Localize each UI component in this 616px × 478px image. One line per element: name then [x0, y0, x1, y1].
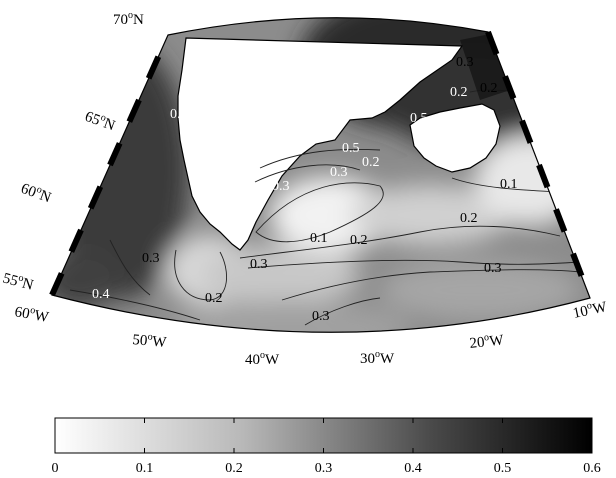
frame-dash	[107, 142, 123, 167]
colorbar-gradient	[54, 417, 593, 454]
greenland-landmass	[177, 37, 464, 251]
contour-label: 0.2	[450, 85, 468, 100]
frame-dash	[87, 185, 104, 210]
lat-label-60: 60oN	[19, 179, 54, 207]
contour-label: 0.2	[362, 155, 380, 170]
contour-labels: 0.5 0.5 0.5 0.3 0.2 0.3 0.2 0.1 0.2 0.1 0.2 0.3 0.3 0…	[92, 55, 518, 324]
contour-label: 0.5	[342, 141, 360, 156]
lon-label-30w: 30oW	[360, 349, 395, 367]
contour-label: 0.3	[142, 251, 160, 266]
lon-label-10w: 10oW	[571, 297, 609, 322]
lat-label-55: 55oN	[1, 268, 36, 293]
latitude-labels: 70oN 65oN 60oN 55oN	[1, 10, 144, 294]
frame-tick-marks	[49, 30, 585, 297]
lat-label-70: 70oN	[113, 10, 144, 28]
lon-label-20w: 20oW	[469, 330, 506, 352]
field-shading	[52, 17, 590, 333]
frame-dash	[68, 228, 84, 253]
iceland-landmass	[409, 103, 501, 173]
lat-label-65: 65oN	[83, 107, 118, 135]
map-frame	[51, 17, 591, 333]
contour-label: 0.2	[480, 81, 498, 96]
contour-label: 0.4	[92, 287, 110, 302]
colorbar-tick-label: 0.4	[404, 461, 422, 476]
lon-label-60w: 60oW	[13, 302, 51, 326]
frame-dash	[553, 208, 568, 233]
contour-label: 0.3	[484, 261, 502, 276]
contour-lines	[69, 89, 581, 326]
contour-label: 0.2	[460, 211, 478, 226]
contour-label: 0.2	[350, 233, 368, 248]
contour-label: 0.3	[250, 257, 268, 272]
longitude-labels: 60oW 50oW 40oW 30oW 20oW 10oW	[13, 297, 609, 368]
lon-label-50w: 50oW	[132, 330, 168, 351]
contour-label: 0.3	[272, 179, 290, 194]
frame-dash	[570, 252, 585, 277]
contour-label: 0.1	[310, 231, 328, 246]
frame-dash	[485, 30, 500, 56]
frame-dash	[502, 75, 517, 100]
contour-label: 0.3	[456, 55, 474, 70]
contour-label: 0.2	[205, 291, 223, 306]
colorbar: 0 0.1 0.2 0.3 0.4 0.5 0.6	[52, 417, 601, 476]
colorbar-tick-label: 0.5	[494, 461, 512, 476]
colorbar-tick-label: 0.3	[315, 461, 333, 476]
frame-dash	[126, 98, 142, 123]
frame-dash	[519, 119, 534, 144]
colorbar-tick-label: 0.6	[583, 461, 601, 476]
lon-label-40w: 40oW	[245, 350, 280, 368]
frame-dash	[536, 163, 551, 189]
contour-label: 0.5	[170, 107, 188, 122]
contour-label: 0.1	[500, 177, 518, 192]
colorbar-tick-label: 0.1	[136, 461, 154, 476]
contour-label: 0.3	[312, 309, 330, 324]
colorbar-tick-label: 0	[52, 461, 59, 476]
colorbar-tick-label: 0.2	[225, 461, 243, 476]
colorbar-ticks: 0 0.1 0.2 0.3 0.4 0.5 0.6	[52, 418, 601, 476]
contour-label: 0.5	[410, 111, 428, 126]
frame-dash	[145, 55, 162, 80]
frame-dash	[49, 272, 65, 297]
contour-label: 0.3	[330, 165, 348, 180]
